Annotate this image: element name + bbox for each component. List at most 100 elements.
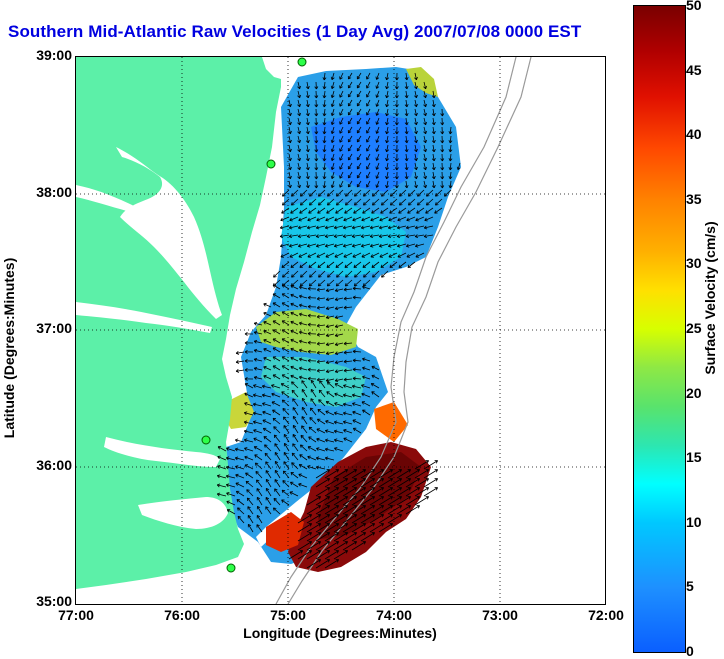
velocity-map[interactable]: [75, 56, 606, 605]
velocity-vector: [424, 234, 434, 237]
velocity-vector: [323, 135, 326, 144]
velocity-vector-head: [290, 294, 293, 298]
velocity-vector-head: [386, 86, 389, 90]
velocity-vector-head: [272, 338, 275, 342]
velocity-vector-head: [415, 246, 419, 248]
velocity-vector-head: [354, 523, 357, 527]
velocity-vector: [306, 126, 309, 134]
velocity-vector: [339, 144, 344, 152]
velocity-vector-head: [305, 122, 309, 126]
velocity-vector: [354, 198, 362, 206]
velocity-vector-head: [345, 202, 347, 206]
velocity-vector: [246, 497, 254, 506]
velocity-vector-head: [352, 286, 356, 289]
velocity-vector-head: [398, 210, 401, 214]
velocity-vector: [335, 360, 344, 364]
velocity-vector-head: [371, 391, 374, 395]
velocity-vector-head: [370, 246, 374, 248]
velocity-vector-head: [263, 302, 267, 305]
velocity-vector: [386, 144, 389, 152]
velocity-vector-head: [404, 113, 408, 117]
velocity-vector: [297, 532, 312, 542]
velocity-vector-head: [343, 305, 347, 309]
velocity-vector: [281, 347, 290, 353]
velocity-vector-head: [417, 496, 420, 500]
velocity-vector-head: [375, 157, 377, 161]
velocity-vector-head: [263, 356, 267, 359]
velocity-vector-head: [352, 349, 356, 352]
velocity-vector-head: [217, 465, 220, 469]
velocity-vector-head: [414, 122, 417, 126]
velocity-vector: [376, 99, 380, 107]
velocity-vector: [387, 478, 402, 488]
velocity-vector-head: [248, 523, 252, 526]
velocity-vector-head: [381, 195, 385, 197]
velocity-vector-head: [423, 95, 426, 99]
velocity-vector-head: [235, 465, 239, 467]
velocity-vector: [369, 514, 384, 524]
velocity-vector-head: [327, 204, 331, 206]
velocity-vector-head: [281, 374, 284, 378]
velocity-vector: [351, 532, 366, 542]
velocity-vector-head: [263, 366, 266, 370]
velocity-vector-head: [244, 438, 248, 441]
velocity-vector-head: [282, 195, 286, 197]
velocity-vector-head: [281, 329, 284, 333]
velocity-vector-head: [314, 104, 317, 108]
velocity-vector: [274, 470, 281, 479]
velocity-vector-head: [414, 113, 417, 117]
velocity-vector-head: [235, 491, 238, 495]
velocity-vector: [369, 469, 384, 479]
velocity-vector-head: [362, 376, 365, 380]
velocity-vector-head: [435, 469, 438, 473]
velocity-vector-head: [244, 429, 248, 432]
velocity-vector-head: [375, 184, 377, 188]
velocity-vector-head: [280, 220, 284, 222]
velocity-vector: [343, 360, 353, 363]
velocity-vector-head: [406, 243, 409, 247]
velocity-vector: [272, 329, 281, 335]
velocity-vector-head: [331, 167, 335, 171]
velocity-vector-head: [299, 285, 303, 288]
velocity-vector-head: [363, 532, 366, 536]
velocity-vector: [360, 505, 375, 515]
velocity-vector-head: [417, 202, 419, 206]
velocity-vector-head: [281, 347, 284, 351]
velocity-vector-head: [381, 202, 383, 206]
velocity-vector-head: [431, 176, 435, 180]
velocity-vector: [299, 340, 308, 344]
velocity-vector-head: [261, 385, 265, 389]
velocity-vector-head: [352, 410, 356, 413]
velocity-vector-head: [397, 220, 401, 222]
velocity-vector-head: [371, 366, 374, 370]
velocity-vector-head: [289, 246, 293, 248]
velocity-vector-head: [375, 85, 377, 89]
velocity-vector: [352, 252, 362, 258]
velocity-vector-head: [354, 514, 357, 518]
velocity-vector-head: [327, 550, 330, 554]
velocity-vector-head: [363, 496, 366, 500]
velocity-vector-head: [282, 204, 286, 206]
velocity-vector-head: [316, 457, 319, 461]
velocity-vector-head: [334, 447, 338, 449]
velocity-vector: [333, 469, 348, 479]
velocity-vector: [343, 297, 353, 300]
velocity-vector-head: [414, 234, 418, 237]
velocity-vector-head: [253, 393, 257, 396]
velocity-vector-head: [330, 148, 333, 152]
velocity-vector-head: [235, 474, 238, 478]
velocity-vector-head: [307, 246, 311, 248]
velocity-vector-head: [388, 227, 392, 230]
velocity-vector-head: [353, 210, 356, 214]
velocity-vector-head: [323, 95, 327, 99]
velocity-vector: [370, 243, 380, 247]
velocity-vector: [301, 425, 308, 434]
velocity-vector-head: [288, 234, 292, 237]
velocity-vector: [326, 360, 335, 364]
velocity-vector: [342, 514, 357, 524]
velocity-vector-head: [299, 348, 303, 351]
velocity-vector-head: [316, 122, 319, 126]
velocity-vector: [339, 90, 344, 98]
velocity-vector-head: [217, 483, 221, 486]
velocity-vector-head: [426, 460, 429, 464]
